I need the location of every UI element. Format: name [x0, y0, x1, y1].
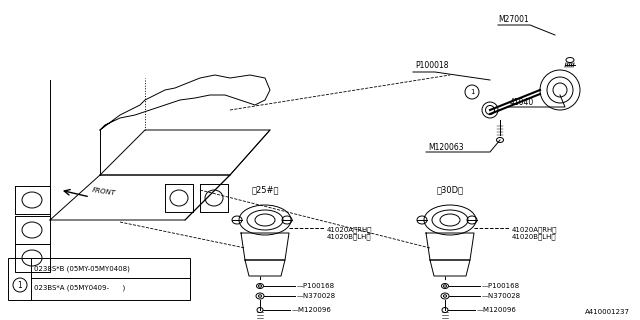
Text: 41020B〈LH〉: 41020B〈LH〉	[512, 234, 557, 240]
Text: 0238S*B (05MY-05MY0408): 0238S*B (05MY-05MY0408)	[34, 266, 130, 272]
Text: —P100168: —P100168	[482, 283, 520, 289]
Text: —M120096: —M120096	[477, 307, 517, 313]
Text: 〲25#〳: 〲25#〳	[252, 185, 279, 194]
Text: 〲30D〳: 〲30D〳	[436, 185, 463, 194]
Text: 41020A〈RH〉: 41020A〈RH〉	[512, 227, 557, 233]
Text: 41020A〈RH〉: 41020A〈RH〉	[327, 227, 372, 233]
Text: —N370028: —N370028	[297, 293, 336, 299]
Text: —P100168: —P100168	[297, 283, 335, 289]
Text: M27001: M27001	[498, 15, 529, 24]
Bar	[8, 258, 190, 300]
Text: A410001237: A410001237	[585, 309, 630, 315]
Text: —N370028: —N370028	[482, 293, 521, 299]
Text: 1: 1	[470, 89, 474, 95]
Text: FRONT: FRONT	[92, 188, 116, 196]
Text: 41020B〈LH〉: 41020B〈LH〉	[327, 234, 372, 240]
Text: M120063: M120063	[428, 143, 463, 152]
Text: —M120096: —M120096	[292, 307, 332, 313]
Text: 1: 1	[18, 281, 22, 290]
Text: P100018: P100018	[415, 61, 449, 70]
Text: 41040: 41040	[510, 98, 534, 107]
Text: 023BS*A (05MY0409-      ): 023BS*A (05MY0409- )	[34, 285, 125, 291]
